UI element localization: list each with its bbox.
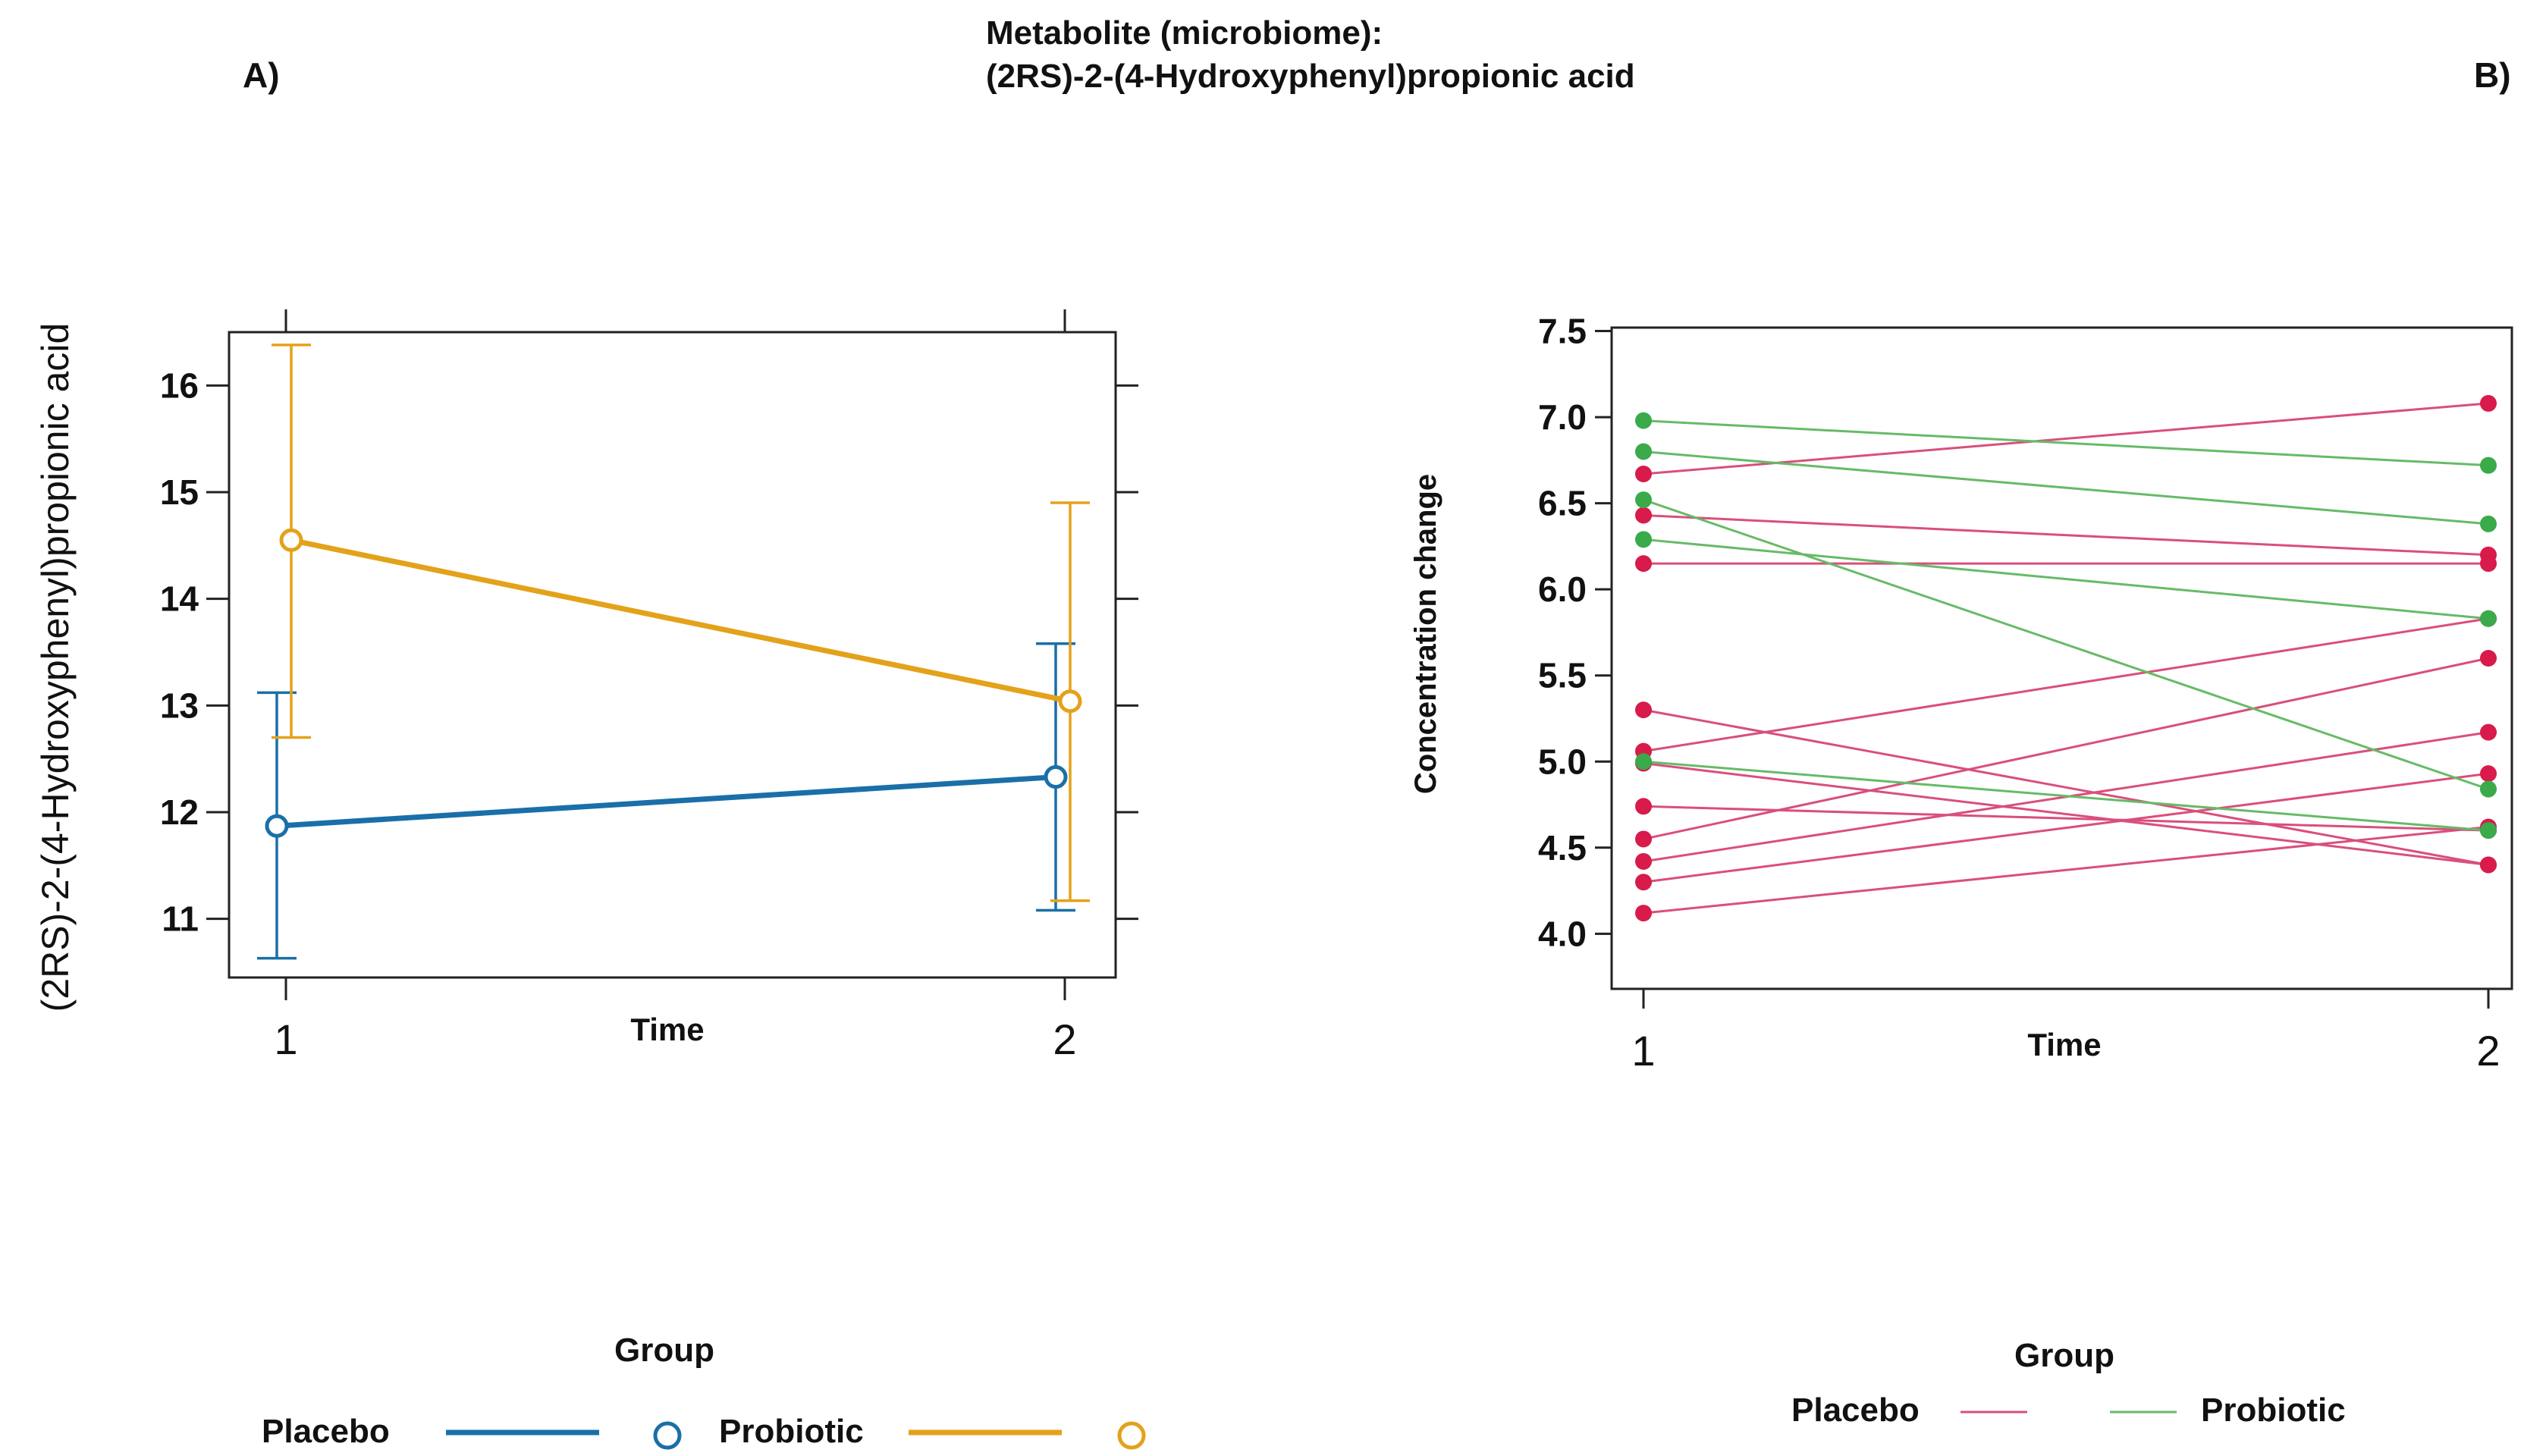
- panel-b-probiotic-point: [2480, 515, 2497, 532]
- panel-b-probiotic-point: [1635, 412, 1652, 429]
- panel-a-y-axis-label: (2RS)-2-(4-Hydroxyphenyl)propionic acid: [34, 323, 77, 1012]
- panel-b-probiotic-subject-line: [1643, 538, 2489, 620]
- panel-b-placebo-point: [1635, 852, 1652, 870]
- panel-b-placebo-point: [2480, 650, 2497, 667]
- panel-b-x-tick-label: 2: [2476, 1027, 2500, 1075]
- figure-title-line1: Metabolite (microbiome):: [986, 14, 1383, 52]
- panel-b-placebo-point: [1635, 701, 1652, 719]
- panel-b-placebo-subject-line: [1643, 772, 2489, 883]
- panel-b-y-tick-label: 6.5: [1538, 484, 1587, 523]
- panel-b-y-tick-label: 4.5: [1538, 828, 1587, 868]
- panel-b-y-tick-label: 7.5: [1538, 312, 1587, 351]
- panel-b-y-axis-label: Concentration change: [1409, 474, 1443, 794]
- panel-b-placebo-subject-line: [1643, 514, 2489, 557]
- panel-a-legend-placebo-label: Placebo: [262, 1413, 390, 1450]
- panel-b-y-tick-label: 6.0: [1538, 570, 1587, 609]
- panel-b-placebo-point: [2480, 555, 2497, 573]
- panel-b-placebo-subject-line: [1643, 657, 2489, 840]
- panel-b-placebo-subject-line: [1643, 617, 2489, 753]
- panel-b-placebo-point: [1635, 830, 1652, 848]
- panel-a-probiotic-line: [290, 537, 1071, 704]
- panel-b-plot-frame: [1610, 326, 2513, 990]
- panel-a-y-tick-label: 15: [160, 472, 199, 512]
- panel-b-placebo-point: [2480, 856, 2497, 874]
- panel-a-legend-title: Group: [614, 1332, 714, 1369]
- panel-a-probiotic-point: [279, 528, 303, 552]
- panel-b-probiotic-point: [1635, 491, 1652, 509]
- panel-a-legend-probiotic-label: Probiotic: [719, 1413, 864, 1450]
- panel-b-placebo-point: [2480, 723, 2497, 741]
- panel-a-y-tick-label: 14: [160, 579, 199, 619]
- panel-b-legend-title: Group: [2014, 1337, 2114, 1374]
- panel-b-placebo-subject-line: [1643, 805, 2489, 832]
- panel-a-x-axis-label: Time: [630, 1012, 704, 1047]
- panel-a-legend: Group Placebo Probiotic: [262, 1332, 1146, 1450]
- panel-a-probiotic-point: [1058, 689, 1082, 714]
- panel-a-placebo-point: [265, 814, 289, 838]
- figure-title-line2: (2RS)-2-(4-Hydroxyphenyl)propionic acid: [986, 58, 1635, 95]
- panel-b-probiotic-subject-line: [1643, 498, 2489, 791]
- panel-b-probiotic-point: [2480, 457, 2497, 474]
- panel-b-placebo-subject-line: [1643, 826, 2489, 915]
- panel-b-probiotic-point: [1635, 753, 1652, 770]
- panel-b-placebo-point: [2480, 765, 2497, 783]
- panel-b-probiotic-point: [2480, 780, 2497, 798]
- panel-a-legend-probiotic-marker: [1117, 1421, 1146, 1450]
- panel-a-y-tick-label: 11: [162, 899, 199, 939]
- panel-b-probiotic-point: [2480, 822, 2497, 839]
- panel-b-legend: Group Placebo Probiotic: [1791, 1337, 2346, 1429]
- panel-b-y-tick-label: 5.5: [1538, 656, 1587, 695]
- panel-b-placebo-point: [1635, 905, 1652, 922]
- panel-a-y-tick-label: 16: [160, 366, 199, 405]
- panel-b-placebo-point: [1635, 798, 1652, 815]
- panel-a-y-tick-label: 12: [160, 792, 199, 832]
- panel-b-y-tick-label: 5.0: [1538, 742, 1587, 781]
- panel-b-placebo-subject-line: [1643, 402, 2489, 475]
- panel-b-placebo-point: [1635, 874, 1652, 891]
- panel-b-placebo-subject-line: [1643, 762, 2489, 866]
- panel-b-probiotic-point: [2480, 610, 2497, 627]
- panel-b-probiotic-point: [1635, 531, 1652, 548]
- panel-a-x-tick-label: 2: [1053, 1015, 1076, 1063]
- panel-a-plot-frame: [228, 331, 1117, 979]
- panel-b-placebo-point: [1635, 507, 1652, 524]
- panel-b-probiotic-subject-line: [1643, 450, 2489, 526]
- panel-b-probiotic-subject-line: [1643, 419, 2489, 467]
- panel-b-probiotic-point: [1635, 443, 1652, 460]
- panel-a-label: A): [243, 55, 280, 95]
- panel-b-x-tick-label: 1: [1631, 1027, 1655, 1075]
- panel-b-legend-probiotic-label: Probiotic: [2201, 1392, 2346, 1429]
- panel-a-x-tick-label: 1: [274, 1015, 297, 1063]
- panel-b-y-tick-label: 4.0: [1538, 914, 1587, 953]
- panel-b-placebo-point: [2480, 394, 2497, 412]
- panel-b-y-tick-label: 7.0: [1538, 397, 1587, 437]
- panel-b-label: B): [2474, 55, 2511, 95]
- panel-b-legend-placebo-label: Placebo: [1791, 1392, 1920, 1429]
- panel-b-placebo-subject-line: [1643, 708, 2489, 866]
- panel-b-placebo-point: [1635, 466, 1652, 483]
- panel-a-placebo-line: [276, 774, 1056, 829]
- panel-b-chart: 1 2 4.0 4.5 5.0 5.5 6.0 6.5 7.0 7.5 Concentration…: [1409, 312, 2513, 1075]
- panel-b-x-axis-label: Time: [2027, 1027, 2101, 1062]
- panel-b-placebo-point: [1635, 555, 1652, 573]
- panel-a-placebo-point: [1044, 765, 1068, 789]
- panel-a-legend-placebo-marker: [653, 1421, 682, 1450]
- panel-a-y-tick-label: 13: [160, 686, 199, 725]
- panel-b-probiotic-subject-line: [1643, 760, 2489, 832]
